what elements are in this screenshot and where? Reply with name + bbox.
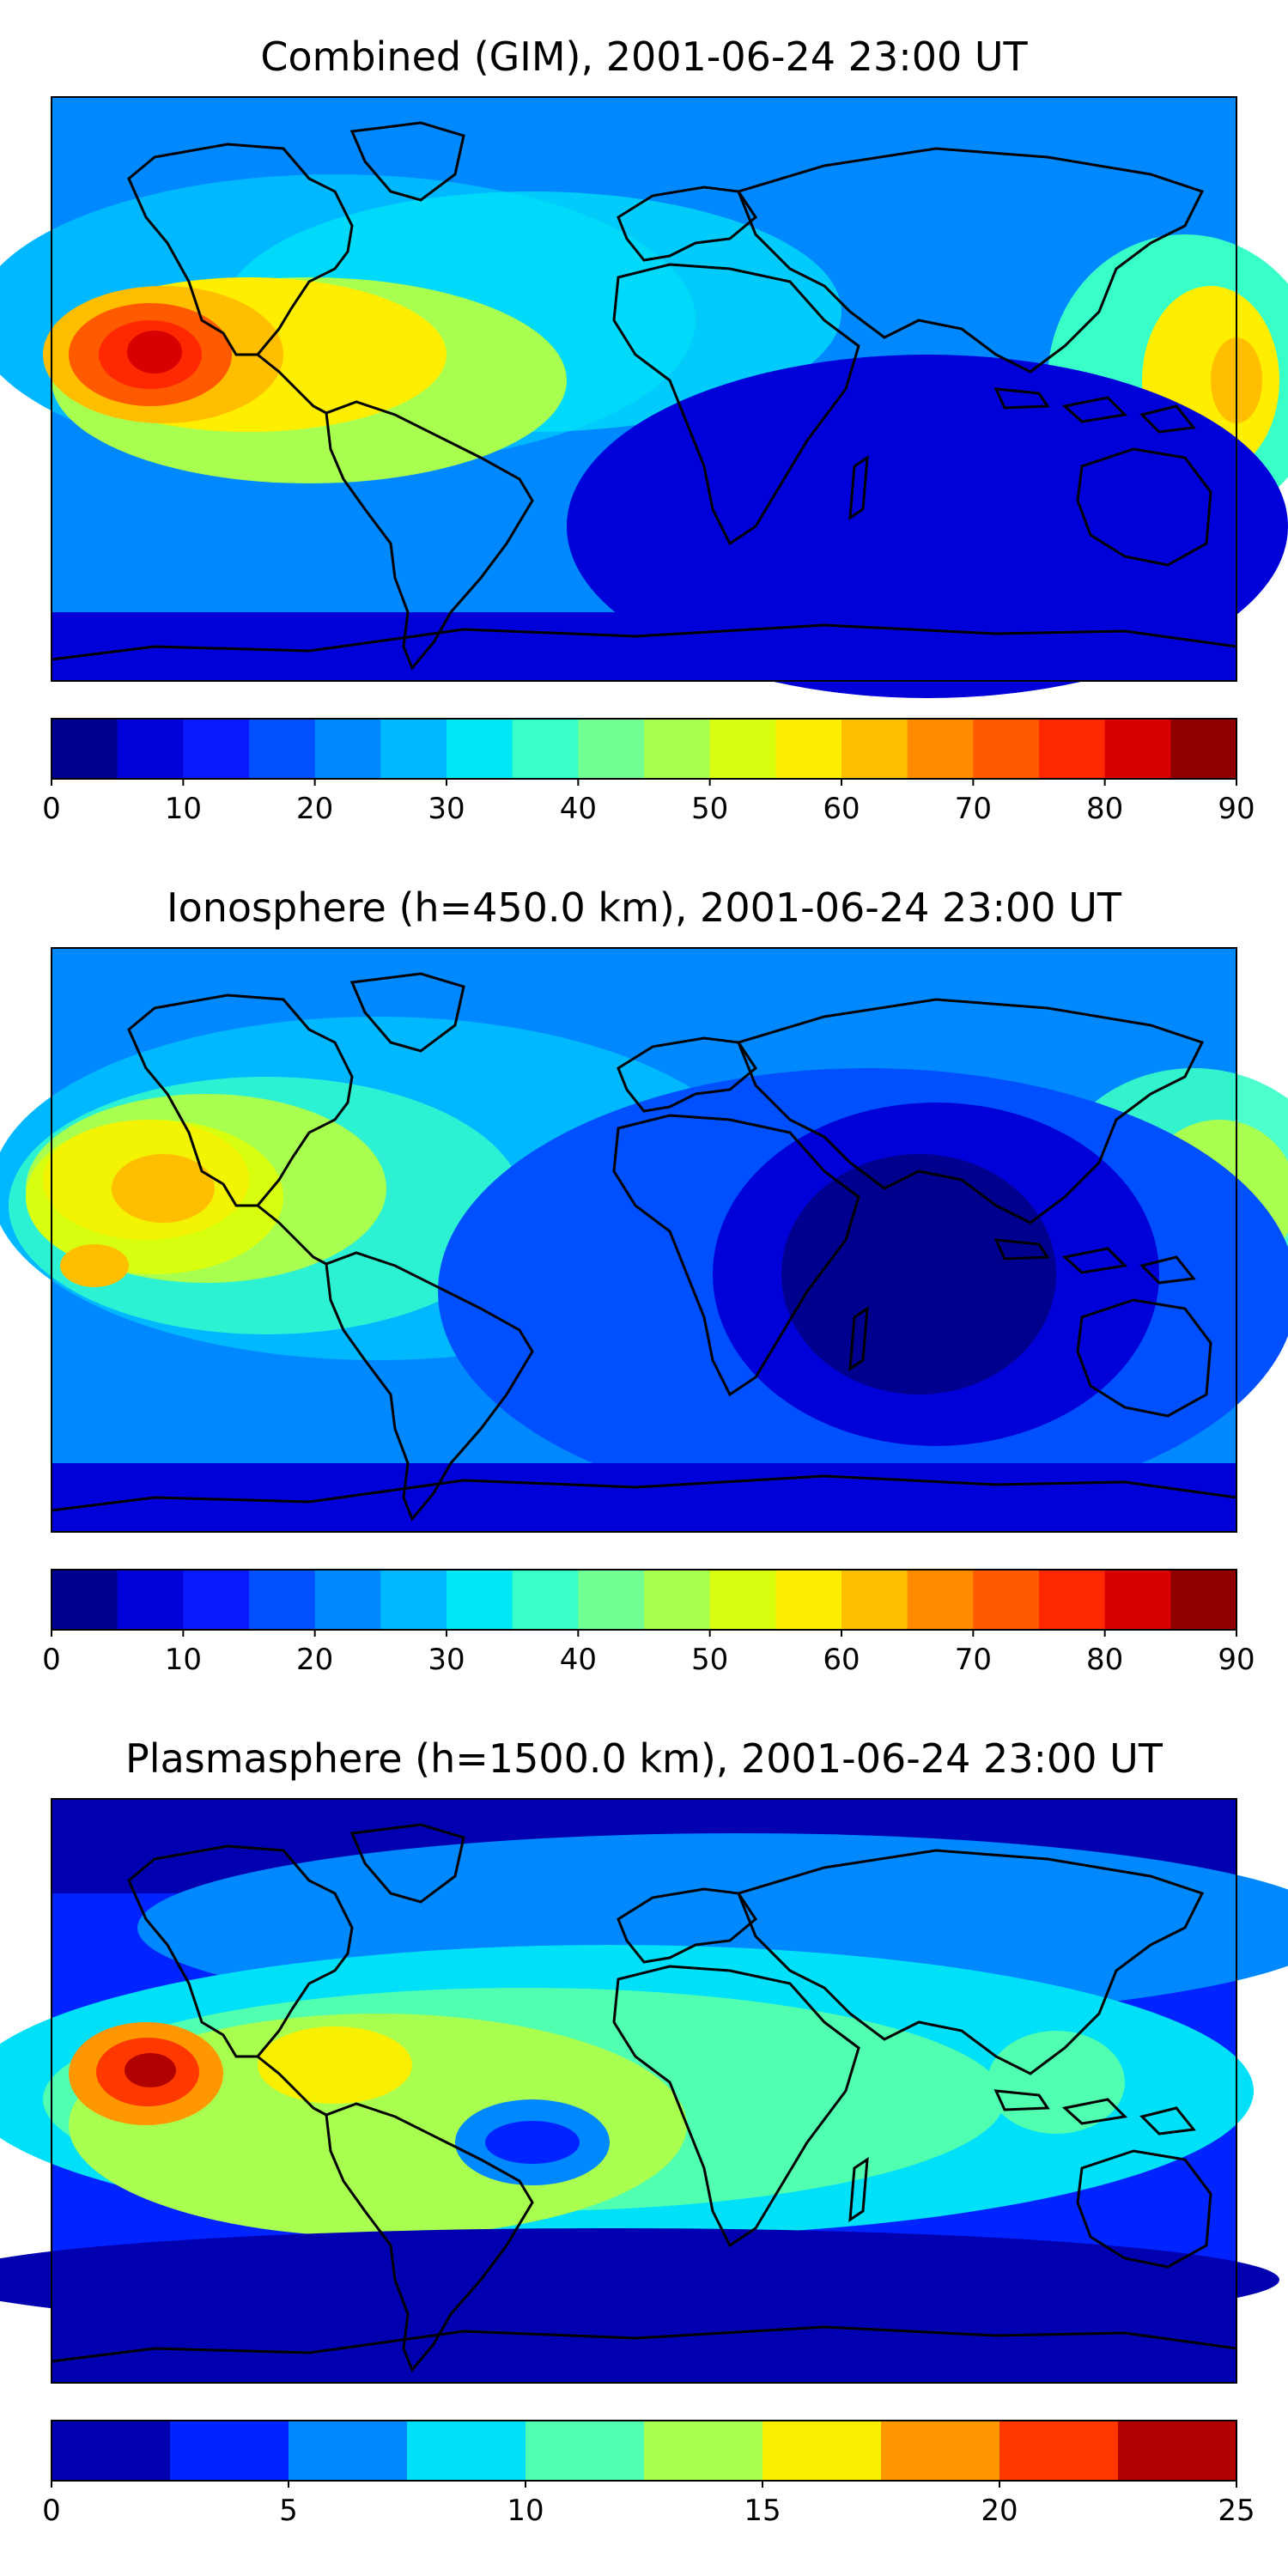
colorbar-tick-label: 5 [279, 2494, 298, 2528]
colorbar-tick-label: 25 [1218, 2494, 1255, 2528]
panel-1-frame [51, 96, 1237, 682]
colorbar-swatch [762, 2421, 882, 2481]
colorbar-swatch [973, 1570, 1040, 1630]
colorbar-tick-label: 20 [296, 792, 333, 826]
colorbar-tick-label: 90 [1218, 792, 1255, 826]
colorbar-frame [51, 2420, 1237, 2482]
colorbar-swatch [1039, 719, 1106, 779]
colorbar-swatch [644, 2421, 763, 2481]
colorbar-swatch [170, 2421, 289, 2481]
colorbar-tick-label: 90 [1218, 1643, 1255, 1677]
colorbar-swatch [52, 1570, 118, 1630]
panel-3-colorbar: 0 5 10 15 20 25 [42, 2420, 1255, 2528]
colorbar-tick-label: 80 [1086, 1643, 1123, 1677]
colorbar-swatch [881, 2421, 1000, 2481]
colorbar-tick-label: 70 [955, 1643, 992, 1677]
colorbar-swatch [512, 1570, 579, 1630]
colorbar-swatch [644, 1570, 711, 1630]
colorbar-swatch [52, 2421, 171, 2481]
colorbar-swatch [183, 719, 250, 779]
panel-2-title: Ionosphere (h=450.0 km), 2001-06-24 23:0… [167, 884, 1122, 931]
colorbar-tick-label: 10 [165, 792, 202, 826]
colorbar-tick-label: 40 [560, 1643, 597, 1677]
colorbar-tick-label: 80 [1086, 792, 1123, 826]
colorbar-swatch [314, 719, 381, 779]
colorbar-swatch [249, 719, 316, 779]
colorbar-tick-label: 60 [823, 1643, 860, 1677]
panel-1-title: Combined (GIM), 2001-06-24 23:00 UT [260, 33, 1028, 80]
colorbar-swatch [1170, 719, 1237, 779]
colorbar-swatch [117, 719, 184, 779]
colorbar-swatch [973, 719, 1040, 779]
panel-1-hotspot [69, 303, 232, 406]
colorbar-tick-label: 15 [744, 2494, 781, 2528]
colorbar-tick-label: 0 [42, 1643, 61, 1677]
colorbar-swatch [1039, 1570, 1106, 1630]
colorbar-swatch [1104, 1570, 1171, 1630]
colorbar-swatch [52, 719, 118, 779]
panel-1-map [0, 97, 1288, 698]
colorbar-swatch [1104, 719, 1171, 779]
colorbar-swatch [380, 719, 447, 779]
colorbar-swatch [775, 719, 842, 779]
colorbar-swatch [512, 719, 579, 779]
colorbar-swatch [578, 1570, 645, 1630]
colorbar-swatch [709, 1570, 776, 1630]
colorbar-swatch [644, 719, 711, 779]
colorbar-tick-label: 0 [42, 792, 61, 826]
colorbar-swatch [907, 1570, 974, 1630]
colorbar-swatch [907, 719, 974, 779]
colorbar-tick-label: 20 [296, 1643, 333, 1677]
panel-3-hotspot [69, 2022, 223, 2125]
colorbar-swatch [447, 719, 513, 779]
panel-1-colorbar: 0 10 20 30 40 50 60 70 80 90 [42, 718, 1255, 826]
colorbar-swatch [578, 719, 645, 779]
colorbar-swatch [526, 2421, 645, 2481]
colorbar-frame [51, 1569, 1237, 1631]
colorbar-swatch [999, 2421, 1119, 2481]
panel-3-frame [51, 1798, 1237, 2384]
colorbar-tick-label: 20 [981, 2494, 1018, 2528]
colorbar-tick-label: 30 [428, 1643, 465, 1677]
colorbar-swatch [447, 1570, 513, 1630]
colorbar-swatch [841, 1570, 908, 1630]
panel-3-map [0, 1799, 1288, 2383]
colorbar-swatch [249, 1570, 316, 1630]
colorbar-swatch [380, 1570, 447, 1630]
colorbar-tick-label: 30 [428, 792, 465, 826]
colorbar-swatch [183, 1570, 250, 1630]
colorbar-tick-label: 40 [560, 792, 597, 826]
colorbar-swatch [407, 2421, 526, 2481]
colorbar-tick-label: 50 [691, 1643, 728, 1677]
colorbar-tick-label: 10 [507, 2494, 544, 2528]
panel-2-frame [51, 947, 1237, 1533]
panel-3-title: Plasmasphere (h=1500.0 km), 2001-06-24 2… [125, 1735, 1163, 1782]
colorbar-tick-label: 10 [165, 1643, 202, 1677]
colorbar-swatch [314, 1570, 381, 1630]
colorbar-swatch [709, 719, 776, 779]
colorbar-swatch [841, 719, 908, 779]
colorbar-tick-label: 70 [955, 792, 992, 826]
panel-2-map [0, 948, 1288, 1532]
colorbar-tick-label: 50 [691, 792, 728, 826]
colorbar-swatch [117, 1570, 184, 1630]
colorbar-swatch [1170, 1570, 1237, 1630]
colorbar-tick-label: 60 [823, 792, 860, 826]
colorbar-swatch [775, 1570, 842, 1630]
colorbar-swatch [289, 2421, 408, 2481]
panel-2-colorbar: 0 10 20 30 40 50 60 70 80 90 [42, 1569, 1255, 1677]
colorbar-frame [51, 718, 1237, 780]
colorbar-swatch [1118, 2421, 1237, 2481]
colorbar-tick-label: 0 [42, 2494, 61, 2528]
